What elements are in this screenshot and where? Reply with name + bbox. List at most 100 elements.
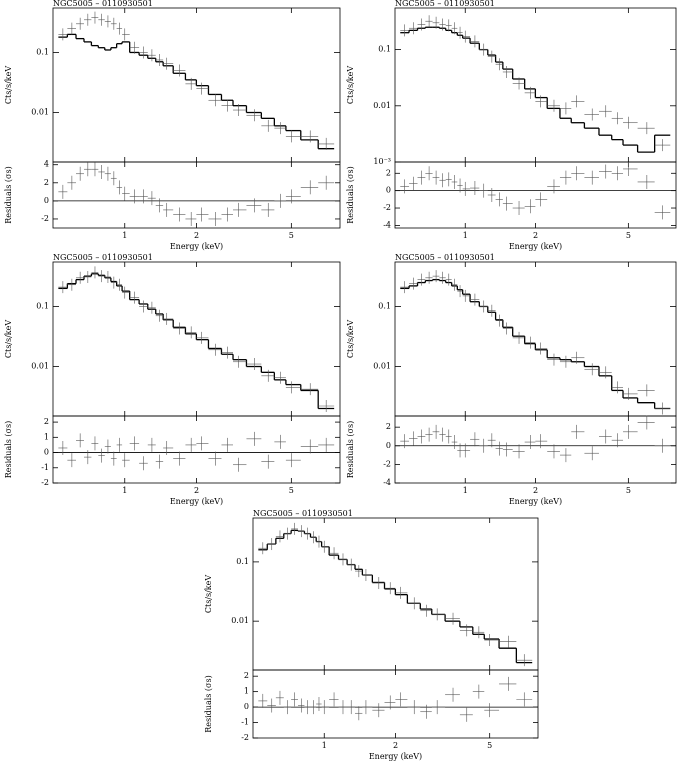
- data-point: [372, 577, 385, 590]
- residual-point: [321, 700, 330, 715]
- residual-point: [110, 451, 117, 466]
- residual-point: [67, 175, 77, 190]
- residual-point: [163, 202, 174, 217]
- x-axis-label: Energy (keV): [509, 242, 562, 251]
- residual-point: [611, 433, 624, 448]
- data-point: [122, 28, 130, 41]
- data-point: [233, 355, 247, 368]
- data-point: [67, 22, 77, 35]
- residual-point: [329, 692, 339, 707]
- data-point: [470, 293, 480, 306]
- data-point: [67, 278, 77, 291]
- data-point: [432, 16, 440, 29]
- y-axis-label: Cts/s/keV: [346, 66, 355, 105]
- data-point: [275, 530, 284, 543]
- data-point: [495, 314, 503, 327]
- residual-axis-label: Residuals (σs): [4, 166, 13, 223]
- data-point: [362, 569, 373, 582]
- residual-point: [208, 451, 222, 466]
- residual-point: [116, 437, 123, 452]
- data-point: [347, 558, 356, 571]
- y-tick-label: 0.01: [373, 362, 391, 371]
- residual-point: [420, 704, 432, 719]
- y-axis-label: Cts/s/keV: [204, 575, 213, 614]
- residual-point: [462, 181, 471, 196]
- residual-y-tick-label: -1: [41, 463, 49, 472]
- residual-point: [347, 700, 356, 715]
- data-point: [208, 94, 222, 107]
- residual-point: [173, 451, 186, 466]
- data-point: [524, 86, 536, 99]
- x-tick-label: 5: [289, 486, 294, 495]
- residual-point: [432, 170, 440, 185]
- data-point: [409, 22, 418, 35]
- data-point: [487, 304, 496, 317]
- data-point: [417, 273, 426, 286]
- data-point: [163, 312, 174, 325]
- data-point: [285, 130, 301, 143]
- residual-point: [487, 433, 496, 448]
- residual-point: [155, 198, 164, 213]
- panel-title: NGC5005 – 0110930501: [53, 0, 153, 8]
- x-axis-label: Energy (keV): [369, 752, 422, 761]
- y-tick-label: 0.1: [378, 45, 391, 54]
- residual-point: [221, 437, 234, 452]
- residual-point: [479, 183, 488, 198]
- residual-point: [431, 700, 446, 715]
- residual-point: [524, 435, 536, 450]
- residual-point: [654, 438, 671, 453]
- residual-point: [233, 202, 247, 217]
- residual-point: [338, 700, 348, 715]
- x-tick-label: 5: [289, 231, 294, 240]
- residual-point: [512, 444, 525, 459]
- residual-axis-label: Residuals (σs): [346, 421, 355, 478]
- data-point: [258, 542, 268, 555]
- residual-point: [58, 440, 68, 455]
- spectrum-panel: NGC5005 – 0110930501 Cts/s/keV Residuals (…: [4, 0, 341, 251]
- data-point: [338, 553, 348, 566]
- y-tick-label: 0.01: [31, 362, 49, 371]
- residual-point: [445, 429, 452, 444]
- residual-point: [91, 436, 99, 451]
- data-point: [516, 654, 533, 667]
- data-point: [409, 277, 418, 290]
- data-point: [502, 65, 513, 78]
- residual-point: [637, 174, 655, 189]
- data-point: [163, 57, 174, 70]
- x-tick-label: 1: [463, 486, 468, 495]
- data-point: [98, 13, 105, 26]
- residual-y-tick-label: 2: [44, 178, 49, 187]
- residual-point: [495, 192, 503, 207]
- data-point: [58, 28, 68, 41]
- data-point: [196, 82, 209, 95]
- data-point: [451, 278, 458, 291]
- x-axis-label: Energy (keV): [170, 242, 223, 251]
- data-point: [300, 130, 319, 143]
- residual-y-tick-label: 0: [244, 702, 249, 711]
- data-point: [173, 322, 186, 335]
- data-point: [208, 343, 222, 356]
- residual-point: [98, 164, 105, 179]
- x-axis-label: Energy (keV): [509, 497, 562, 506]
- residual-point: [499, 676, 517, 691]
- data-point: [196, 331, 209, 344]
- residual-point: [535, 192, 548, 207]
- residual-point: [163, 440, 174, 455]
- data-point: [457, 285, 463, 298]
- x-tick-label: 2: [194, 231, 199, 240]
- residual-point: [233, 457, 247, 472]
- residual-point: [300, 439, 319, 454]
- residual-y-tick-label: 0: [386, 441, 391, 450]
- residual-point: [598, 429, 612, 444]
- data-point: [246, 109, 262, 122]
- residual-point: [479, 438, 488, 453]
- data-point: [384, 582, 396, 595]
- residual-point: [623, 424, 638, 439]
- residual-point: [512, 201, 525, 216]
- data-point: [221, 99, 234, 112]
- data-point: [173, 64, 186, 77]
- residual-point: [654, 205, 671, 220]
- data-point: [147, 49, 156, 62]
- residual-point: [116, 180, 123, 195]
- data-point: [104, 270, 111, 283]
